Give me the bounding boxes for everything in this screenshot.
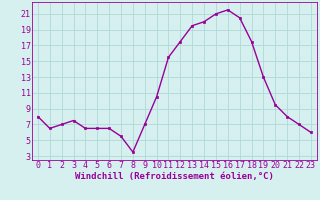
- X-axis label: Windchill (Refroidissement éolien,°C): Windchill (Refroidissement éolien,°C): [75, 172, 274, 181]
